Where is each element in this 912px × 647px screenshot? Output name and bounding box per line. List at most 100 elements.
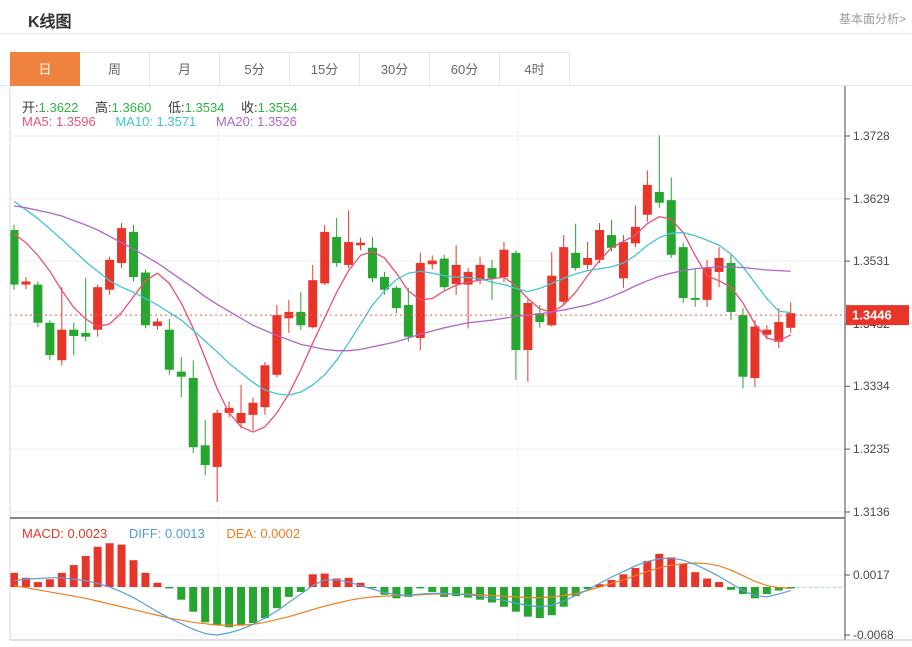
macd-hist-bar xyxy=(476,587,485,600)
candle xyxy=(69,322,79,356)
candle xyxy=(583,242,593,270)
candle xyxy=(786,302,796,333)
candle xyxy=(439,254,449,290)
candle-body xyxy=(774,322,784,342)
candle-body xyxy=(571,252,581,269)
candle xyxy=(176,357,186,398)
candle-body xyxy=(236,412,246,424)
candle xyxy=(224,401,234,418)
candle xyxy=(320,224,330,286)
open-label: 开: xyxy=(22,100,39,115)
candle xyxy=(212,409,222,502)
candle-body xyxy=(272,315,282,375)
candle-body xyxy=(368,247,377,279)
price-axis-label: 1.3136 xyxy=(853,505,890,519)
candle xyxy=(188,360,198,453)
current-price-label: 1.3446 xyxy=(852,308,892,323)
candle xyxy=(200,419,210,476)
candle-body xyxy=(786,313,796,328)
candle-body xyxy=(224,407,234,413)
candle xyxy=(164,318,174,375)
candle xyxy=(21,276,31,290)
candle xyxy=(774,308,784,349)
candle-body xyxy=(535,313,545,323)
macd-hist-bar xyxy=(440,587,449,597)
tab-60min[interactable]: 60分 xyxy=(430,52,500,86)
candle-body xyxy=(248,402,258,415)
macd-hist-bar xyxy=(452,587,461,597)
candle xyxy=(547,252,557,327)
candle-body xyxy=(523,303,533,351)
macd-hist-bar xyxy=(368,587,377,589)
macd-hist-bar xyxy=(416,587,425,589)
macd-hist-bar xyxy=(69,565,78,587)
macd-hist-bar xyxy=(703,578,712,587)
candle-body xyxy=(260,365,270,408)
macd-hist-bar xyxy=(201,587,210,623)
macd-hist-bar xyxy=(129,560,138,587)
candle-body xyxy=(618,242,628,279)
candle-body xyxy=(678,247,688,298)
macd-hist-bar xyxy=(595,584,604,587)
macd-hist-bar xyxy=(535,587,544,619)
candle xyxy=(523,299,533,382)
macd-hist-bar xyxy=(237,587,246,626)
tab-5min[interactable]: 5分 xyxy=(220,52,290,86)
macd-hist-bar xyxy=(727,587,735,590)
ma10-line xyxy=(13,200,791,396)
tab-day[interactable]: 日 xyxy=(10,52,80,86)
candle xyxy=(642,170,652,222)
macd-axis-label: -0.0068 xyxy=(853,628,894,642)
macd-hist-bar xyxy=(117,544,126,587)
tab-week[interactable]: 周 xyxy=(80,52,150,86)
candle-body xyxy=(666,200,676,255)
candle xyxy=(356,237,366,251)
macd-hist-bar xyxy=(667,557,676,587)
macd-hist-bar xyxy=(105,543,114,587)
candle-body xyxy=(332,236,342,264)
candle xyxy=(678,242,688,304)
candle-body xyxy=(81,332,91,337)
tab-15min[interactable]: 15分 xyxy=(290,52,360,86)
candle xyxy=(738,308,748,389)
candle xyxy=(630,205,640,248)
macd-hist-bar xyxy=(750,587,759,599)
macd-hist-bar xyxy=(141,572,150,587)
macd-value: MACD: 0.0023 xyxy=(22,526,108,541)
tab-4hour[interactable]: 4时 xyxy=(500,52,570,86)
macd-hist-bar xyxy=(499,587,508,607)
macd-hist-bar xyxy=(81,555,90,587)
candle-body xyxy=(642,184,652,215)
macd-hist-bar xyxy=(33,582,42,587)
candle xyxy=(284,299,294,333)
candle xyxy=(308,264,318,329)
ma-info: MA5: 1.3596 MA10: 1.3571 MA20: 1.3526 xyxy=(22,114,297,129)
close-label: 收: xyxy=(241,100,258,115)
candle xyxy=(750,320,760,387)
ma10-value: MA10: 1.3571 xyxy=(115,114,197,129)
candle-body xyxy=(714,257,724,272)
candle-body xyxy=(439,258,449,288)
candle-body xyxy=(176,371,186,377)
candle xyxy=(117,223,127,269)
fundamental-analysis-link[interactable]: 基本面分析> xyxy=(838,12,906,26)
candle-body xyxy=(284,311,294,319)
macd-hist-bar xyxy=(715,582,724,587)
macd-hist-bar xyxy=(296,587,305,592)
candle-body xyxy=(762,329,772,335)
price-axis-label: 1.3531 xyxy=(853,254,890,268)
macd-hist-bar xyxy=(57,572,66,587)
current-price-badge xyxy=(846,305,909,326)
candle-body xyxy=(356,242,366,246)
candle-body xyxy=(164,329,174,370)
tab-30min[interactable]: 30分 xyxy=(360,52,430,86)
candle xyxy=(33,281,43,328)
candle xyxy=(595,223,605,264)
candle-body xyxy=(296,311,306,326)
macd-hist-bar xyxy=(249,587,257,623)
page-title: K线图 xyxy=(28,14,72,31)
tab-month[interactable]: 月 xyxy=(150,52,220,86)
candle-body xyxy=(117,228,127,264)
candle-body xyxy=(750,326,760,378)
